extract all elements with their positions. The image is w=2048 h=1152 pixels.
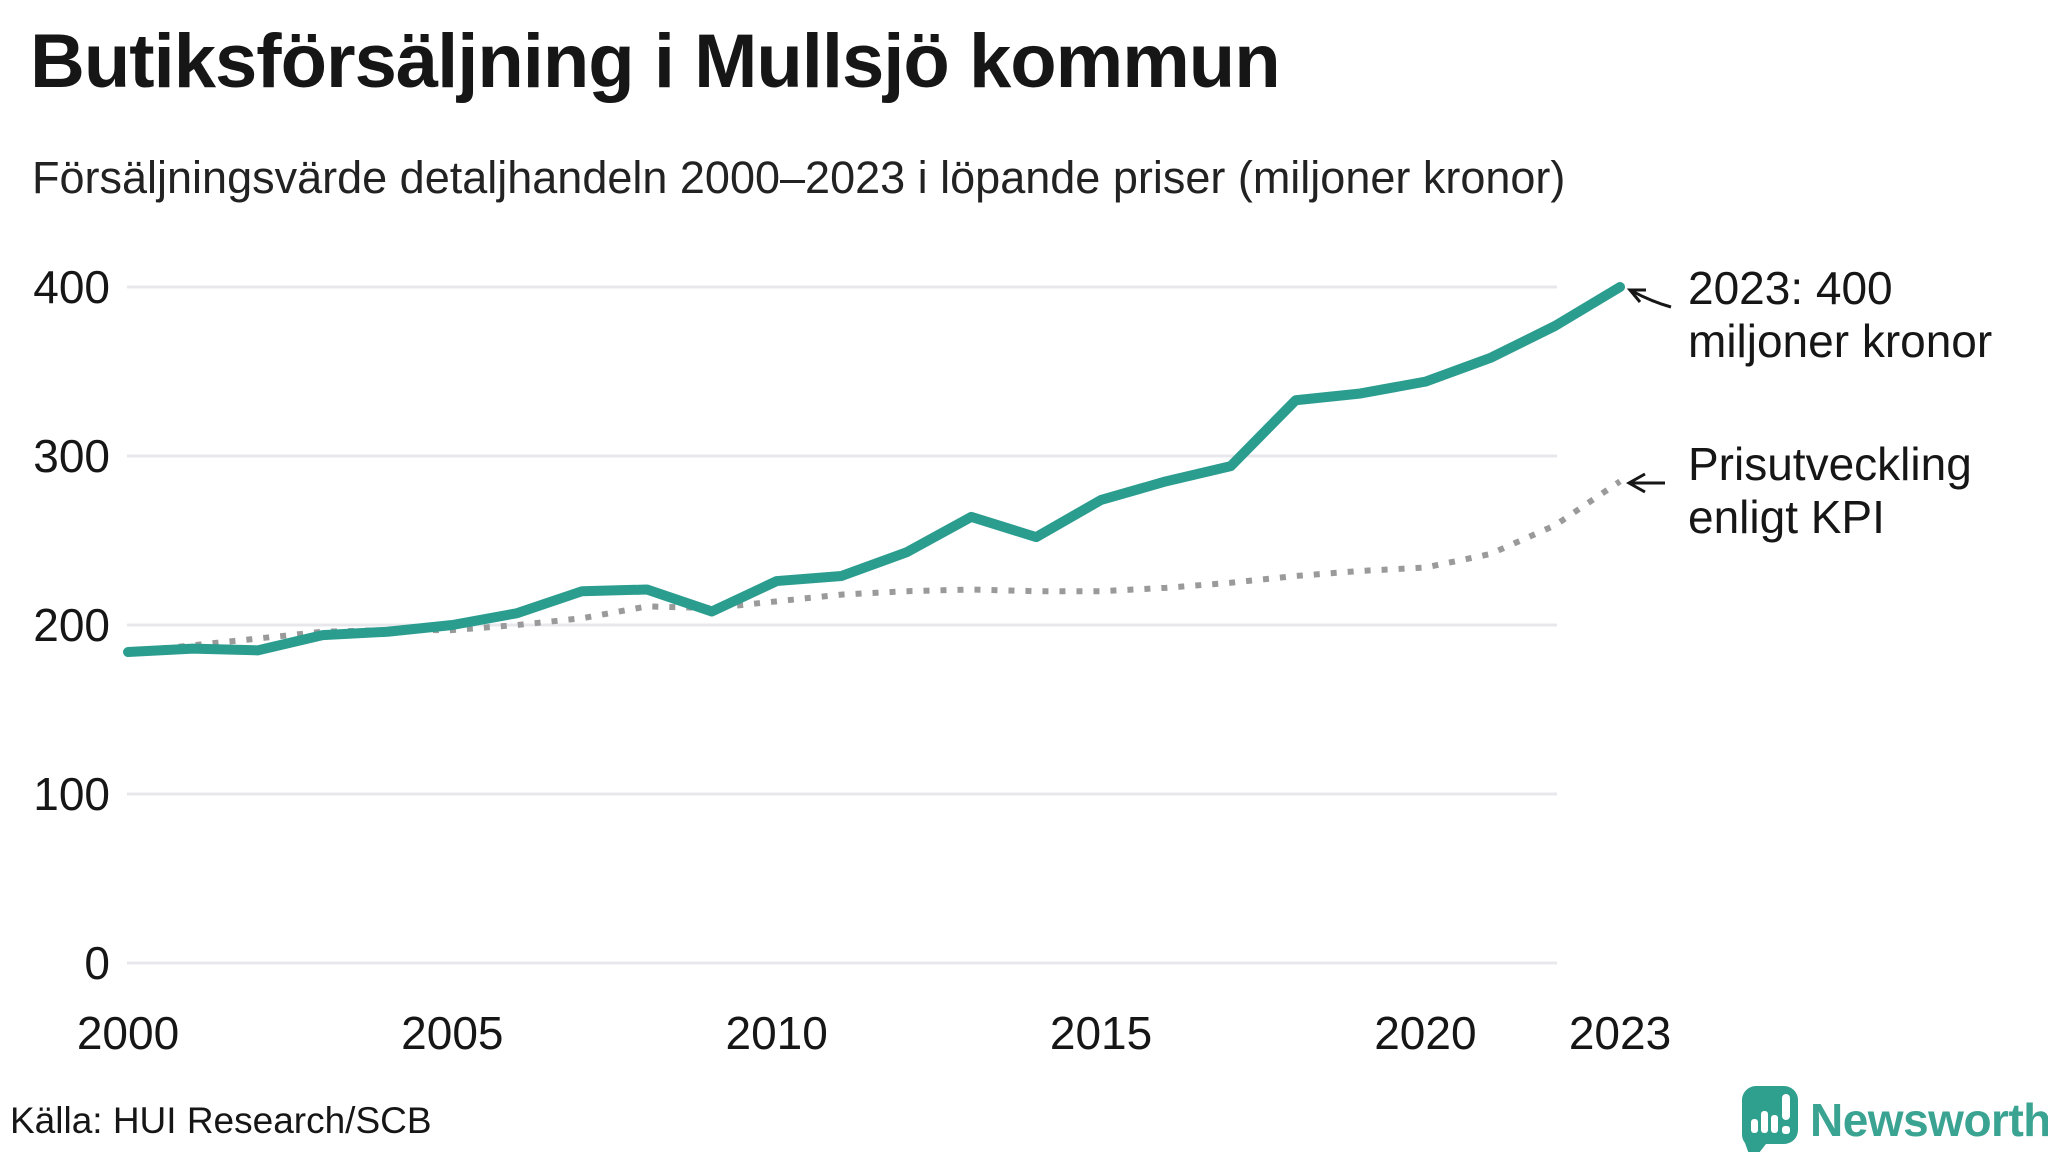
logo-bar-3 <box>1771 1115 1778 1133</box>
y-tick-label-400: 400 <box>33 261 110 313</box>
series-lines <box>123 282 1626 658</box>
y-tick-label-100: 100 <box>33 768 110 820</box>
annotation-kpi-endpoint: Prisutveckling enligt KPI <box>1688 438 1972 543</box>
newsworthy-logo-icon <box>1741 1086 1798 1152</box>
kpi-annotation-arrowhead <box>1625 472 1646 494</box>
annotation-arrows <box>1625 288 1672 494</box>
x-tick-label-2010: 2010 <box>725 1007 828 1059</box>
logo-bar-1 <box>1751 1119 1758 1133</box>
sales-annotation-arrow <box>1631 289 1672 309</box>
kpi-dotted-line <box>127 478 1622 656</box>
newsworthy-logo-text: Newsworthy <box>1810 1094 2048 1146</box>
logo-exclamation-bar <box>1782 1094 1790 1120</box>
gridlines <box>127 285 1557 965</box>
sales-annotation-arrowhead <box>1626 288 1646 303</box>
x-tick-label-2020: 2020 <box>1374 1007 1477 1059</box>
logo-bar-2 <box>1761 1111 1768 1133</box>
chart-subtitle: Försäljningsvärde detaljhandeln 2000–202… <box>32 152 1566 203</box>
source-note: Källa: HUI Research/SCB <box>10 1100 432 1141</box>
y-tick-label-0: 0 <box>84 937 110 989</box>
y-tick-label-200: 200 <box>33 599 110 651</box>
logo-exclamation-dot <box>1782 1126 1790 1134</box>
x-tick-label-2000: 2000 <box>76 1007 180 1059</box>
chart-title: Butiksförsäljning i Mullsjö kommun <box>30 19 1281 104</box>
x-tick-label-2015: 2015 <box>1049 1007 1153 1059</box>
annotation-sales-endpoint: 2023: 400 miljoner kronor <box>1688 262 1993 367</box>
y-tick-label-300: 300 <box>33 430 110 482</box>
x-tick-label-2005: 2005 <box>401 1007 504 1059</box>
sales-line <box>123 282 1626 658</box>
x-tick-label-2023: 2023 <box>1568 1007 1672 1059</box>
